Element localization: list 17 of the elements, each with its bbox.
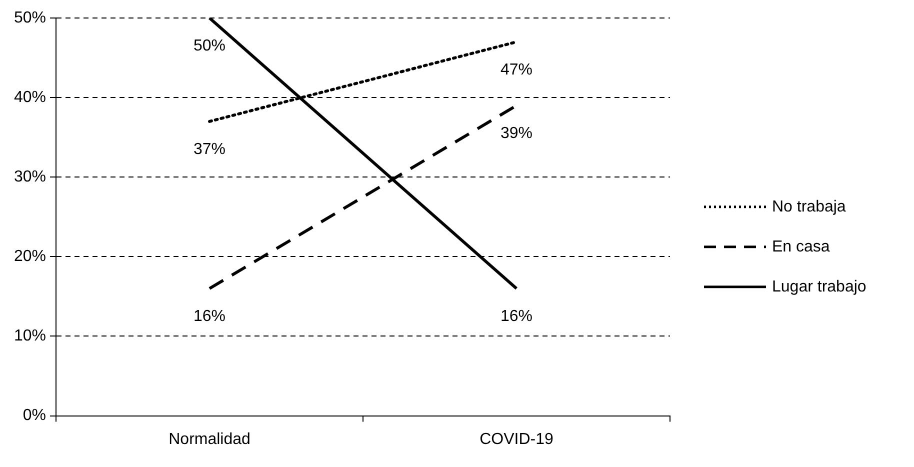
data-label: 39% <box>500 124 533 142</box>
y-tick-label: 30% <box>14 168 46 186</box>
data-label: 16% <box>500 308 533 325</box>
data-label: 47% <box>500 61 533 78</box>
y-tick-label: 0% <box>22 407 46 424</box>
data-label: 16% <box>194 308 226 325</box>
legend-label: No trabaja <box>772 198 846 216</box>
legend-label: Lugar trabajo <box>772 278 866 296</box>
y-tick-label: 40% <box>14 88 46 106</box>
data-label: 37% <box>194 140 226 158</box>
y-tick-label: 50% <box>14 9 46 26</box>
x-tick-label: Normalidad <box>168 430 250 448</box>
x-tick-label: COVID-19 <box>480 430 554 448</box>
legend-label: En casa <box>772 238 830 256</box>
y-tick-label: 10% <box>14 328 46 345</box>
data-label: 50% <box>194 37 226 54</box>
y-tick-label: 20% <box>14 248 46 266</box>
